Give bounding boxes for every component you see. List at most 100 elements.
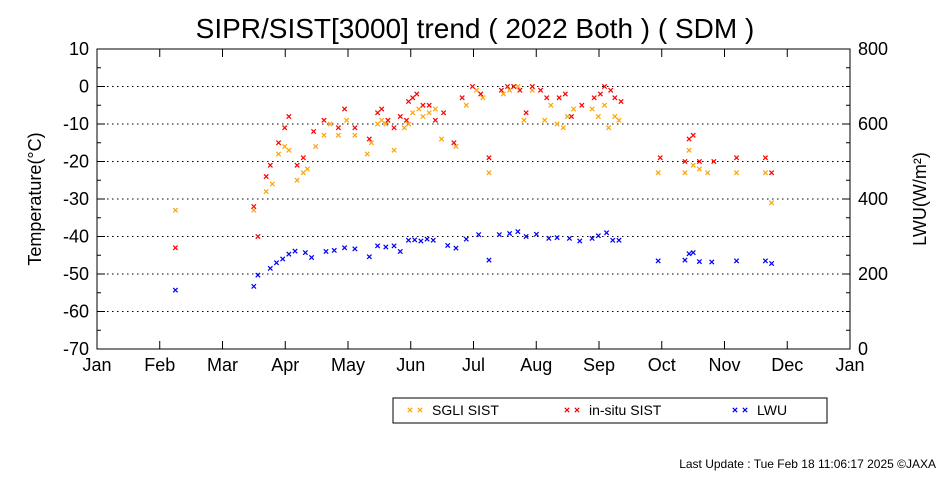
data-point [533, 231, 540, 237]
legend-label: in-situ SIST [589, 402, 662, 418]
data-point [469, 83, 476, 90]
data-point [506, 87, 513, 93]
data-point [733, 170, 740, 176]
data-point [451, 140, 457, 146]
data-point [762, 258, 769, 264]
legend-box [392, 397, 828, 424]
data-point [478, 91, 484, 97]
data-point [263, 188, 269, 195]
data-points [172, 83, 775, 293]
y2-tick-label: 400 [858, 189, 888, 209]
data-point [420, 113, 426, 120]
data-point [286, 251, 292, 257]
data-point [352, 246, 358, 252]
x-tick-label: Apr [271, 355, 299, 375]
data-point [302, 250, 308, 256]
data-point [294, 177, 300, 183]
data-point [323, 248, 329, 255]
y-tick-label: -70 [63, 339, 89, 359]
data-point [251, 203, 257, 210]
legend-marker [732, 407, 738, 413]
data-point [344, 117, 350, 123]
y2-tick-label: 200 [858, 264, 888, 284]
data-point [432, 106, 438, 112]
data-point [696, 259, 703, 265]
x-tick-label: Sep [583, 355, 615, 375]
data-point [405, 237, 412, 243]
data-point [686, 147, 692, 153]
data-point [255, 233, 261, 240]
data-point [486, 170, 492, 176]
data-point [523, 233, 529, 240]
data-point [709, 259, 715, 265]
data-point [554, 121, 560, 127]
data-point [589, 106, 595, 112]
data-point [410, 95, 416, 101]
data-point [430, 237, 436, 243]
data-point [498, 87, 504, 93]
data-point [570, 106, 577, 112]
data-point [255, 272, 261, 278]
data-point [568, 113, 575, 120]
data-point [705, 170, 711, 176]
data-point [515, 83, 521, 90]
data-point [529, 83, 535, 90]
data-point [391, 243, 397, 249]
legend-label: SGLI SIST [432, 402, 499, 418]
y2-tick-label: 0 [858, 339, 868, 359]
data-point [616, 237, 622, 243]
x-tick-label: Dec [771, 355, 803, 375]
tick-labels: 100-10-20-30-40-50-60-708006004002000Jan… [63, 39, 888, 375]
x-tick-label: Nov [708, 355, 740, 375]
series-in-situ-sist [172, 83, 775, 251]
data-point [282, 125, 288, 131]
data-point [267, 162, 273, 168]
data-point [403, 117, 410, 123]
data-point [548, 102, 554, 108]
data-point [597, 91, 603, 97]
data-point [424, 236, 430, 242]
data-point [335, 132, 341, 138]
data-point [438, 136, 445, 142]
data-point [496, 232, 502, 238]
data-point [711, 158, 717, 165]
data-point [172, 287, 179, 293]
data-point [618, 98, 624, 105]
data-point [506, 230, 513, 237]
data-point [352, 132, 358, 138]
data-point [374, 110, 381, 116]
data-point [383, 121, 389, 127]
data-point [335, 125, 341, 131]
y-axis-label: Temperature(°C) [25, 132, 45, 265]
data-point [601, 83, 608, 90]
legend-marker [417, 407, 423, 413]
data-point [397, 248, 403, 255]
data-point [410, 110, 416, 116]
data-point [556, 95, 562, 101]
data-point [616, 117, 622, 123]
data-point [391, 125, 397, 131]
data-point [733, 155, 740, 161]
data-point [327, 121, 333, 127]
data-point [445, 242, 451, 249]
data-point [690, 250, 696, 256]
grid-lines [97, 86, 850, 312]
data-point [603, 230, 610, 236]
data-point [690, 162, 696, 168]
data-point [405, 121, 412, 127]
data-point [331, 247, 337, 253]
data-point [768, 200, 775, 206]
data-point [453, 143, 459, 150]
data-point [610, 237, 616, 243]
y2-tick-label: 600 [858, 114, 888, 134]
y2-axis-label: LWU(W/m²) [910, 152, 930, 246]
x-tick-label: Aug [520, 355, 552, 375]
data-point [292, 248, 298, 254]
data-point [511, 83, 517, 90]
data-point [366, 254, 372, 260]
data-point [589, 235, 595, 241]
data-point [374, 243, 381, 249]
legend-label: LWU [757, 402, 787, 418]
data-point [500, 91, 507, 97]
data-point [304, 166, 311, 172]
